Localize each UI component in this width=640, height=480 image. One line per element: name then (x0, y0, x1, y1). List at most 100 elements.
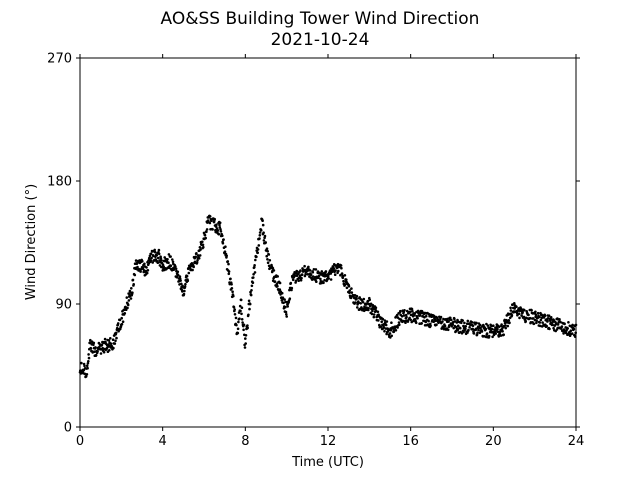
data-point (549, 316, 553, 319)
data-point (116, 322, 120, 325)
data-point (497, 335, 501, 338)
data-point (502, 333, 506, 337)
data-point (518, 316, 521, 320)
data-point (352, 296, 356, 300)
data-point (161, 263, 165, 267)
data-point (347, 285, 351, 288)
data-point (312, 268, 316, 271)
data-point (242, 328, 245, 332)
data-point (218, 223, 221, 227)
data-point (208, 221, 212, 225)
data-point (382, 326, 386, 329)
data-point (126, 306, 129, 310)
data-point (380, 320, 384, 324)
data-point (225, 254, 228, 258)
data-point (297, 279, 301, 283)
data-point (153, 250, 157, 254)
data-point (226, 260, 230, 263)
data-point (491, 327, 494, 331)
y-tick-label: 180 (47, 175, 72, 190)
data-point (494, 332, 498, 335)
data-point (441, 320, 444, 323)
data-point (470, 321, 474, 324)
data-point (413, 312, 417, 315)
axis-ticks: 0 4 8 12 16 20 24 0 90 180 270 (47, 52, 584, 450)
data-point (453, 317, 456, 321)
data-point (411, 309, 414, 313)
data-point (571, 323, 574, 327)
data-point (538, 324, 542, 328)
data-point (268, 259, 272, 262)
data-point (523, 308, 526, 312)
data-point (219, 230, 223, 233)
data-point (552, 326, 555, 330)
data-point (384, 323, 388, 327)
data-point (261, 223, 265, 227)
data-point (181, 290, 184, 293)
data-point (107, 339, 111, 342)
data-point (284, 310, 288, 314)
data-point (367, 307, 370, 310)
data-point (156, 256, 160, 260)
data-point (252, 276, 255, 279)
x-axis-label: Time (UTC) (291, 455, 364, 470)
data-point (236, 331, 240, 335)
data-point (500, 323, 503, 326)
data-point (408, 316, 411, 320)
data-point (517, 312, 521, 316)
data-point (141, 259, 144, 263)
data-point (345, 278, 348, 282)
data-point (383, 329, 386, 333)
chart-title: AO&SS Building Tower Wind Direction (161, 9, 480, 29)
data-point (545, 324, 548, 328)
data-point (293, 274, 297, 278)
data-point (131, 278, 135, 282)
data-point (534, 310, 537, 314)
data-point (102, 350, 106, 354)
data-point (242, 323, 246, 327)
data-point (314, 268, 318, 271)
data-point (127, 299, 131, 302)
data-point (265, 254, 269, 258)
data-point (291, 278, 295, 282)
data-point (126, 303, 130, 307)
data-point (215, 223, 218, 226)
data-point (446, 328, 450, 332)
data-point (186, 279, 190, 283)
data-point (286, 305, 290, 308)
data-point (199, 248, 202, 251)
data-point (289, 281, 293, 285)
data-point (246, 326, 249, 330)
data-point (356, 306, 359, 309)
x-tick-label: 8 (241, 434, 249, 449)
data-point (496, 330, 500, 334)
data-point (348, 289, 352, 292)
data-point (472, 332, 476, 335)
data-point (252, 273, 255, 276)
data-point (219, 228, 222, 231)
data-point (261, 219, 264, 222)
data-point (315, 280, 318, 284)
data-point (254, 258, 257, 262)
data-point (519, 307, 523, 311)
data-point (217, 232, 221, 236)
data-point (203, 233, 207, 237)
data-point (84, 375, 88, 378)
data-point (80, 361, 83, 365)
data-point (435, 323, 438, 327)
data-point (114, 331, 118, 335)
data-point (271, 266, 275, 270)
data-point (309, 273, 313, 277)
data-point (468, 326, 471, 329)
data-point (370, 312, 374, 316)
data-point (197, 257, 201, 260)
data-point (414, 321, 418, 325)
data-point (282, 301, 285, 305)
data-point (410, 307, 414, 311)
data-point (504, 326, 508, 330)
data-point (492, 324, 495, 328)
data-point (204, 236, 207, 240)
data-point (409, 318, 413, 322)
data-point (497, 325, 501, 329)
